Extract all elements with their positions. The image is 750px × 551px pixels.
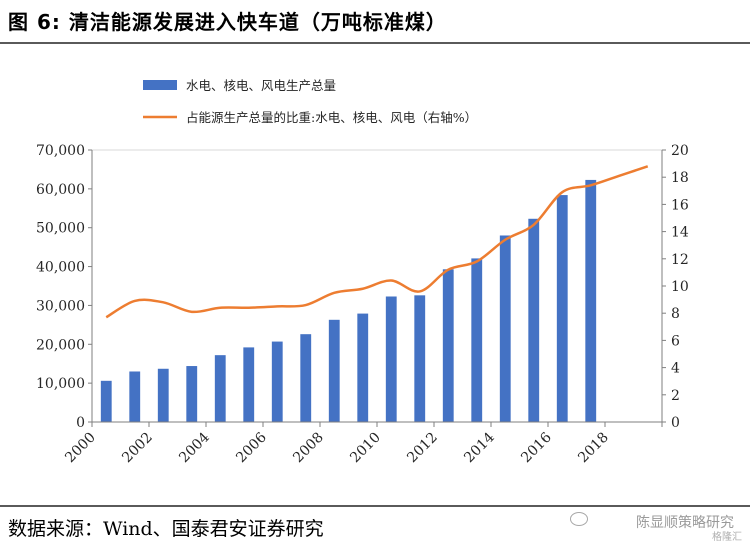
- left-tick-label: 20,000: [36, 337, 85, 353]
- right-tick-label: 20: [671, 143, 689, 159]
- wechat-logo-icon: [570, 512, 588, 526]
- x-tick-label: 2010: [347, 430, 384, 467]
- legend-bar-label: 水电、核电、风电生产总量: [186, 78, 336, 93]
- bar: [271, 341, 283, 422]
- left-tick-label: 60,000: [36, 182, 85, 198]
- bar: [129, 371, 141, 422]
- bar: [385, 296, 397, 422]
- bar: [528, 218, 540, 422]
- bar: [157, 368, 169, 422]
- legend-line-label: 占能源生产总量的比重:水电、核电、风电（右轴%）: [186, 110, 477, 125]
- bar: [243, 347, 255, 422]
- left-tick-label: 40,000: [36, 260, 85, 276]
- watermark-text: 陈显顺策略研究: [636, 515, 734, 531]
- x-tick-label: 2008: [290, 430, 327, 467]
- left-tick-label: 10,000: [36, 376, 85, 392]
- x-tick-label: 2000: [62, 430, 99, 467]
- bar: [357, 313, 369, 422]
- legend-bar-swatch: [143, 80, 177, 90]
- right-tick-label: 12: [671, 252, 689, 268]
- bar: [328, 319, 340, 422]
- left-tick-label: 0: [76, 415, 85, 431]
- bar: [214, 355, 226, 422]
- x-tick-label: 2002: [119, 430, 156, 467]
- x-tick-label: 2012: [404, 430, 441, 467]
- left-tick-label: 50,000: [36, 221, 85, 237]
- watermark-sub-text: 格隆汇: [712, 532, 742, 543]
- x-tick-label: 2014: [461, 429, 498, 466]
- bar: [442, 269, 454, 422]
- bar: [414, 295, 426, 422]
- top-rule: [0, 42, 750, 44]
- right-tick-label: 14: [671, 225, 689, 241]
- bar: [471, 258, 483, 422]
- right-tick-label: 18: [671, 170, 689, 186]
- left-tick-label: 70,000: [36, 143, 85, 159]
- bar: [300, 334, 312, 422]
- right-tick-label: 10: [671, 279, 689, 295]
- bar: [100, 380, 112, 422]
- figure-title: 图 6: 清洁能源发展进入快车道（万吨标准煤）: [8, 10, 447, 34]
- bar: [556, 195, 568, 422]
- x-tick-label: 2004: [176, 429, 213, 466]
- bar: [585, 179, 597, 422]
- share-line: [105, 165, 649, 319]
- bar: [499, 235, 511, 422]
- x-tick-label: 2018: [575, 430, 612, 467]
- bar: [186, 366, 198, 422]
- source-note: 数据来源：Wind、国泰君安证券研究: [8, 518, 324, 540]
- x-tick-label: 2016: [518, 429, 555, 466]
- plot-area: [91, 149, 663, 423]
- right-tick-label: 8: [671, 306, 680, 322]
- right-tick-label: 2: [671, 388, 680, 404]
- right-tick-label: 16: [671, 197, 689, 213]
- right-tick-label: 4: [671, 361, 680, 377]
- right-tick-label: 0: [671, 415, 680, 431]
- watermark: 陈显顺策略研究 格隆汇: [570, 510, 742, 543]
- right-tick-label: 6: [671, 333, 680, 349]
- left-tick-label: 30,000: [36, 298, 85, 314]
- bottom-rule: [0, 505, 750, 507]
- x-tick-label: 2006: [233, 429, 270, 466]
